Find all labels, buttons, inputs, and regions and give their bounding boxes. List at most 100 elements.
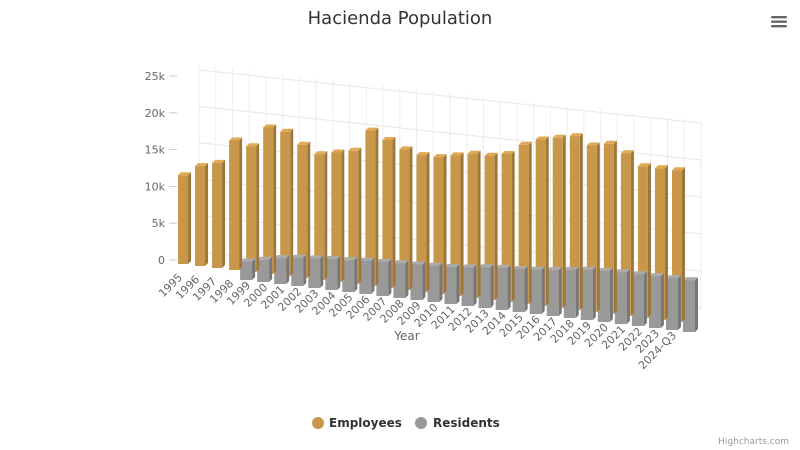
bar-top: [478, 264, 494, 268]
bar-residents-2005[interactable]: [359, 257, 375, 294]
bar-residents-2004[interactable]: [342, 257, 358, 292]
bar-top: [586, 142, 600, 146]
bar-residents-2010[interactable]: [444, 264, 460, 304]
bar-employees-2011[interactable]: [450, 152, 464, 296]
bar-residents-2001[interactable]: [291, 254, 307, 286]
bar-residents-2012[interactable]: [478, 264, 494, 308]
bar-front: [433, 157, 444, 294]
bar-employees-2013[interactable]: [484, 152, 498, 300]
bar-employees-1995[interactable]: [178, 172, 191, 264]
y-tick-label: 25k: [145, 70, 166, 83]
bar-top: [246, 143, 260, 147]
bar-employees-2023[interactable]: [654, 165, 668, 320]
bar-front: [648, 276, 661, 328]
bar-side: [643, 271, 647, 326]
bar-residents-2008[interactable]: [410, 261, 426, 300]
bar-side: [409, 146, 413, 290]
bar-employees-2004[interactable]: [331, 149, 345, 283]
bar-residents-2000[interactable]: [274, 255, 290, 284]
bar-residents-2003[interactable]: [325, 255, 341, 290]
bar-top: [529, 266, 545, 270]
bar-employees-2010[interactable]: [433, 154, 447, 294]
bar-side: [477, 150, 481, 298]
bar-top: [433, 154, 447, 158]
legend-item-residents[interactable]: Residents: [415, 416, 500, 430]
bar-top: [308, 255, 324, 259]
bar-top: [495, 264, 511, 268]
bar-side: [660, 273, 664, 328]
bar-residents-2019[interactable]: [597, 267, 613, 322]
bar-employees-2005[interactable]: [348, 147, 362, 284]
bar-residents-1999[interactable]: [257, 256, 273, 282]
bar-front: [620, 153, 631, 316]
bar-residents-2024-Q3[interactable]: [683, 277, 698, 332]
bar-employees-2016[interactable]: [535, 136, 549, 307]
bar-top: [450, 152, 464, 156]
bar-top: [291, 254, 307, 258]
bar-employees-2017[interactable]: [552, 134, 566, 308]
bar-employees-1999[interactable]: [246, 143, 260, 272]
bar-front: [240, 261, 253, 280]
bar-residents-2015[interactable]: [529, 266, 545, 314]
bar-employees-2024-Q3[interactable]: [672, 167, 685, 322]
bar-top: [484, 152, 498, 156]
bar-employees-1998[interactable]: [229, 137, 243, 271]
legend-item-employees[interactable]: Employees: [312, 416, 402, 430]
bar-residents-2022[interactable]: [648, 273, 664, 328]
bar-front: [654, 168, 665, 320]
bar-employees-2006[interactable]: [365, 127, 379, 286]
bar-top: [416, 152, 430, 156]
bar-residents-2014[interactable]: [512, 266, 528, 312]
bar-employees-2009[interactable]: [416, 152, 430, 292]
bar-residents-2016[interactable]: [546, 267, 562, 316]
bar-front: [501, 154, 512, 302]
bar-employees-2021[interactable]: [620, 150, 634, 316]
bar-side: [528, 141, 532, 304]
bar-employees-2014[interactable]: [501, 151, 515, 302]
bar-side: [545, 136, 549, 306]
bar-employees-2020[interactable]: [603, 140, 617, 314]
bar-top: [665, 275, 681, 279]
hamburger-menu-icon[interactable]: [770, 14, 788, 28]
bar-residents-2007[interactable]: [393, 260, 409, 298]
bar-residents-2011[interactable]: [461, 264, 477, 306]
bar-front: [450, 155, 461, 296]
bar-residents-2020[interactable]: [614, 269, 630, 324]
credits-link[interactable]: Highcharts.com: [718, 437, 789, 447]
bar-employees-1997[interactable]: [212, 159, 226, 268]
bar-residents-2018[interactable]: [580, 266, 596, 320]
bar-employees-1996[interactable]: [195, 163, 209, 266]
bar-side: [392, 137, 396, 288]
bar-side: [460, 152, 464, 296]
bar-top: [280, 128, 294, 132]
bar-employees-2019[interactable]: [586, 142, 600, 313]
bar-top: [359, 257, 375, 261]
legend-label-residents: Residents: [433, 416, 500, 430]
bar-front: [229, 140, 240, 270]
bar-residents-2009[interactable]: [427, 262, 443, 302]
bar-employees-2002[interactable]: [297, 141, 311, 278]
bar-top: [257, 256, 273, 260]
bar-residents-2021[interactable]: [631, 271, 647, 326]
bar-residents-2013[interactable]: [495, 264, 511, 310]
bar-front: [586, 145, 597, 312]
bar-residents-1998[interactable]: [240, 258, 256, 281]
bar-employees-2012[interactable]: [467, 150, 481, 298]
bar-residents-2002[interactable]: [308, 255, 324, 288]
bar-employees-2001[interactable]: [280, 128, 294, 276]
bar-side: [558, 267, 562, 316]
bar-front: [257, 259, 270, 282]
bar-employees-2000[interactable]: [263, 124, 277, 274]
bar-side: [630, 150, 634, 316]
bar-residents-2006[interactable]: [376, 258, 392, 296]
bar-residents-2023[interactable]: [665, 275, 681, 330]
bar-employees-2003[interactable]: [314, 151, 328, 280]
bar-employees-2008[interactable]: [399, 146, 413, 290]
bar-residents-2017[interactable]: [563, 266, 579, 318]
bar-employees-2015[interactable]: [518, 141, 532, 304]
bar-top: [512, 266, 528, 270]
bar-employees-2018[interactable]: [569, 133, 583, 310]
bar-employees-2022[interactable]: [637, 163, 651, 318]
bar-employees-2007[interactable]: [382, 137, 396, 288]
bar-front: [325, 258, 338, 290]
